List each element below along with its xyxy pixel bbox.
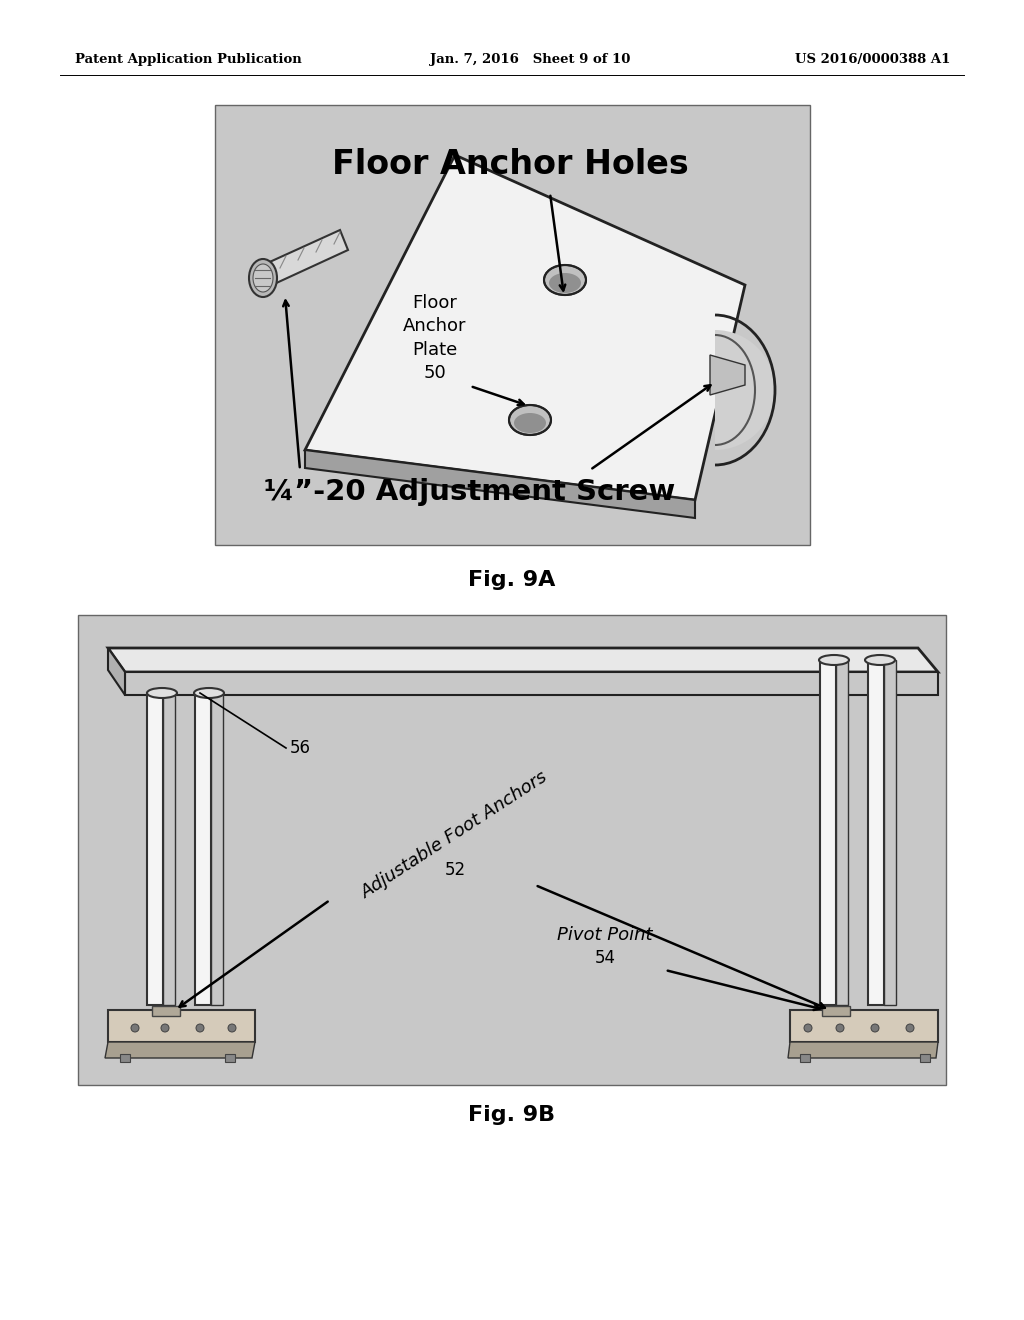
Polygon shape bbox=[710, 355, 745, 395]
Polygon shape bbox=[105, 1041, 255, 1059]
Text: ¼”-20 Adjustment Screw: ¼”-20 Adjustment Screw bbox=[264, 478, 676, 506]
Text: Jan. 7, 2016   Sheet 9 of 10: Jan. 7, 2016 Sheet 9 of 10 bbox=[430, 54, 631, 66]
Bar bbox=[225, 1053, 234, 1063]
Polygon shape bbox=[125, 672, 938, 696]
Text: Pivot Point: Pivot Point bbox=[557, 927, 652, 944]
Text: 54: 54 bbox=[595, 949, 615, 968]
Circle shape bbox=[906, 1024, 914, 1032]
Ellipse shape bbox=[194, 688, 224, 698]
Text: Floor
Anchor
Plate
50: Floor Anchor Plate 50 bbox=[403, 293, 467, 383]
Wedge shape bbox=[715, 330, 775, 450]
Circle shape bbox=[131, 1024, 139, 1032]
Polygon shape bbox=[305, 154, 745, 500]
Bar bbox=[215, 106, 810, 545]
Ellipse shape bbox=[509, 405, 551, 436]
Text: Floor Anchor Holes: Floor Anchor Holes bbox=[332, 149, 688, 181]
Bar bbox=[152, 1006, 180, 1016]
Polygon shape bbox=[108, 648, 125, 696]
Text: 56: 56 bbox=[290, 739, 311, 756]
Bar bbox=[822, 1006, 850, 1016]
Text: Fig. 9B: Fig. 9B bbox=[468, 1105, 556, 1125]
Polygon shape bbox=[788, 1041, 938, 1059]
Ellipse shape bbox=[514, 413, 546, 433]
Ellipse shape bbox=[147, 688, 177, 698]
Polygon shape bbox=[195, 693, 211, 1005]
Text: Adjustable Foot Anchors: Adjustable Foot Anchors bbox=[358, 768, 552, 902]
Ellipse shape bbox=[544, 265, 586, 294]
Polygon shape bbox=[211, 693, 223, 1005]
Text: US 2016/0000388 A1: US 2016/0000388 A1 bbox=[795, 54, 950, 66]
Circle shape bbox=[871, 1024, 879, 1032]
Bar bbox=[920, 1053, 930, 1063]
Bar bbox=[120, 1053, 130, 1063]
Text: 52: 52 bbox=[444, 861, 466, 879]
Circle shape bbox=[161, 1024, 169, 1032]
Polygon shape bbox=[163, 693, 175, 1005]
Bar bbox=[800, 1053, 810, 1063]
Ellipse shape bbox=[819, 655, 849, 665]
Polygon shape bbox=[305, 450, 695, 517]
Polygon shape bbox=[147, 693, 163, 1005]
Polygon shape bbox=[108, 1010, 255, 1041]
Polygon shape bbox=[263, 230, 348, 285]
Polygon shape bbox=[820, 660, 836, 1005]
Ellipse shape bbox=[865, 655, 895, 665]
Circle shape bbox=[228, 1024, 236, 1032]
Polygon shape bbox=[868, 660, 884, 1005]
Circle shape bbox=[804, 1024, 812, 1032]
Ellipse shape bbox=[253, 264, 273, 292]
Polygon shape bbox=[790, 1010, 938, 1041]
Ellipse shape bbox=[549, 273, 581, 293]
Bar bbox=[78, 615, 946, 1085]
Ellipse shape bbox=[249, 259, 278, 297]
Polygon shape bbox=[884, 660, 896, 1005]
Polygon shape bbox=[108, 648, 938, 672]
Circle shape bbox=[836, 1024, 844, 1032]
Polygon shape bbox=[836, 660, 848, 1005]
Text: Patent Application Publication: Patent Application Publication bbox=[75, 54, 302, 66]
Text: Fig. 9A: Fig. 9A bbox=[468, 570, 556, 590]
Circle shape bbox=[196, 1024, 204, 1032]
